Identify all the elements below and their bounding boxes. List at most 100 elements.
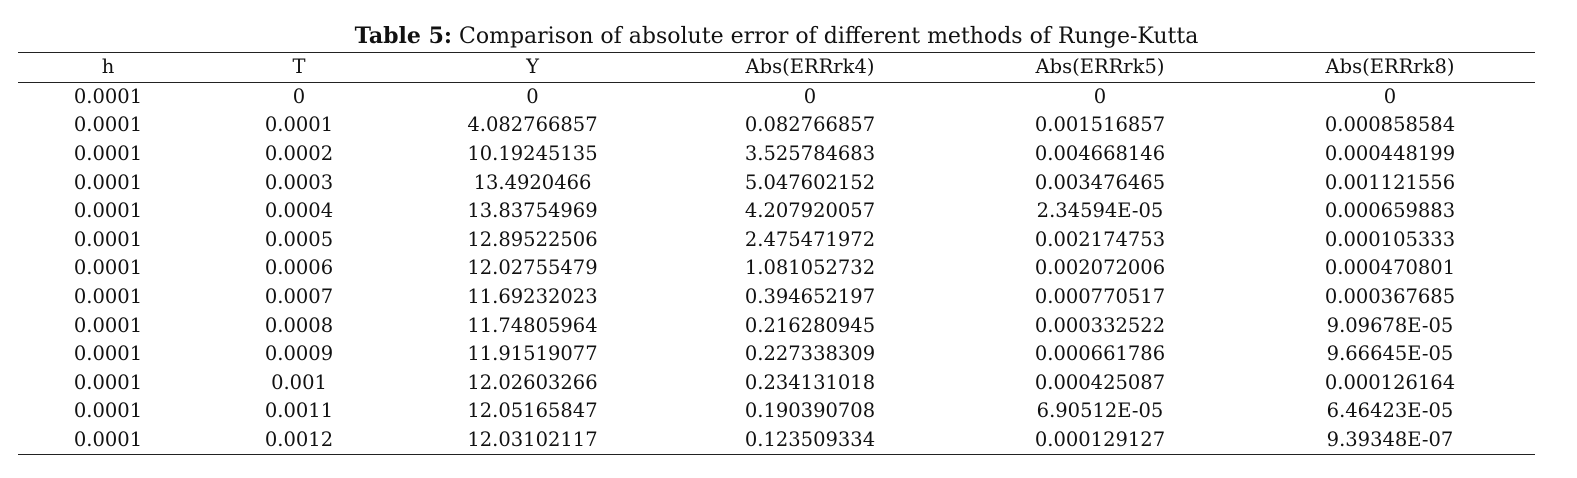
table-cell: 0.123509334 (744, 428, 876, 452)
table-cell: 0.0004 (264, 199, 334, 223)
table-cell: 0.001516857 (1034, 113, 1166, 137)
table-cell: 0.000770517 (1034, 285, 1166, 309)
table-cell: 0.0001 (73, 313, 143, 337)
table-cell: 0 (1093, 84, 1107, 108)
table-cell: 6.90512E-05 (1036, 399, 1164, 423)
table-cell: 0.000367685 (1324, 285, 1456, 309)
table-cell: 0.082766857 (744, 113, 876, 137)
table-row: 0.0001 0.0002 10.19245135 3.525784683 0.0046… (18, 140, 1535, 169)
table-cell: 2.34594E-05 (1036, 199, 1164, 223)
table-row: 0.0001 0.001 12.02603266 0.234131018 0.00042… (18, 369, 1535, 398)
table-caption: Table 5: Comparison of absolute error of… (18, 22, 1535, 51)
table-cell: 0.000858584 (1324, 113, 1456, 137)
table-cell: 12.02603266 (467, 370, 598, 394)
table-cell: 0 (803, 84, 817, 108)
table-row: 0.0001 0.0005 12.89522506 2.475471972 0.0021… (18, 226, 1535, 255)
table-cell: 0.001 (271, 370, 327, 394)
table-cell: 12.89522506 (467, 227, 598, 251)
table-cell: 0.000659883 (1324, 199, 1456, 223)
table-cell: 0.000425087 (1034, 370, 1166, 394)
table-cell: 0.000448199 (1324, 142, 1456, 166)
column-header: Abs(ERRrk4) (745, 55, 875, 79)
caption-text: Comparison of absolute error of differen… (459, 24, 1199, 49)
table-cell: 0.000661786 (1034, 342, 1166, 366)
table-cell: 0.0001 (73, 84, 143, 108)
table-cell: 0.0005 (264, 227, 334, 251)
table-cell: 6.46423E-05 (1326, 399, 1454, 423)
table-cell: 0.004668146 (1034, 142, 1166, 166)
table-cell: 12.02755479 (467, 256, 598, 280)
table-cell: 0.0002 (264, 142, 334, 166)
table-cell: 0.0001 (73, 142, 143, 166)
table-cell: 9.09678E-05 (1326, 313, 1454, 337)
table-cell: 12.05165847 (467, 399, 598, 423)
table-cell: 10.19245135 (467, 142, 598, 166)
table-cell: 0 (526, 84, 539, 108)
table-cell: 0.0008 (264, 313, 334, 337)
table-cell: 0.002174753 (1034, 227, 1166, 251)
table-cell: 0.0001 (73, 399, 143, 423)
column-header: Abs(ERRrk5) (1035, 55, 1165, 79)
table-row: 0.0001 0.0011 12.05165847 0.190390708 6.9051… (18, 397, 1535, 426)
table-cell: 11.91519077 (467, 342, 598, 366)
table-cell: 0.0001 (73, 342, 143, 366)
table-cell: 3.525784683 (744, 142, 876, 166)
table-row: 0.0001 0.0003 13.4920466 5.047602152 0.00347… (18, 168, 1535, 197)
table-row: 0.0001 0.0004 13.83754969 4.207920057 2.3459… (18, 197, 1535, 226)
table-cell: 0.0001 (264, 113, 334, 137)
table-cell: 0.000126164 (1324, 370, 1456, 394)
table-row: 0.0001 0 0 0 0 0 (18, 82, 1535, 111)
column-header: h (101, 55, 115, 79)
table-cell: 4.082766857 (467, 113, 598, 137)
table-cell: 0.000129127 (1034, 428, 1166, 452)
table-cell: 1.081052732 (744, 256, 876, 280)
table-row: 0.0001 0.0001 4.082766857 0.082766857 0.0015… (18, 111, 1535, 140)
table-cell: 11.69232023 (467, 285, 598, 309)
table-row: 0.0001 0.0009 11.91519077 0.227338309 0.0006… (18, 340, 1535, 369)
table-cell: 12.03102117 (467, 428, 598, 452)
table-cell: 5.047602152 (744, 170, 876, 194)
table-header: h T Y Abs(ERRrk4) Abs(ERRrk5) Abs(ERRrk8) (18, 52, 1535, 83)
table-cell: 0.190390708 (744, 399, 876, 423)
table-cell: 0.0012 (264, 428, 334, 452)
table-cell: 0.0001 (73, 256, 143, 280)
table-cell: 0.0001 (73, 428, 143, 452)
table-cell: 0 (292, 84, 306, 108)
table-cell: 0.0006 (264, 256, 334, 280)
table-cell: 0.0001 (73, 113, 143, 137)
table-cell: 0.234131018 (744, 370, 876, 394)
table-cell: 0.0007 (264, 285, 334, 309)
table-cell: 0.001121556 (1324, 170, 1456, 194)
column-header: Y (526, 55, 539, 79)
table-cell: 0.0001 (73, 285, 143, 309)
table-row: 0.0001 0.0012 12.03102117 0.123509334 0.0001… (18, 426, 1535, 455)
table-cell: 0.0003 (264, 170, 334, 194)
table-cell: 0.000105333 (1324, 227, 1456, 251)
column-header: T (292, 55, 306, 79)
table-cell: 0.0001 (73, 227, 143, 251)
table-cell: 0.000470801 (1324, 256, 1456, 280)
table-cell: 0.0001 (73, 199, 143, 223)
table-cell: 9.39348E-07 (1326, 428, 1454, 452)
table-cell: 11.74805964 (467, 313, 598, 337)
table-cell: 13.83754969 (467, 199, 598, 223)
table-cell: 0.394652197 (744, 285, 876, 309)
table-cell: 0 (1383, 84, 1397, 108)
table-cell: 0.227338309 (744, 342, 876, 366)
table-cell: 9.66645E-05 (1326, 342, 1454, 366)
header-row: h T Y Abs(ERRrk4) Abs(ERRrk5) Abs(ERRrk8) (18, 52, 1535, 83)
table-cell: 4.207920057 (744, 199, 876, 223)
table-cell: 0.216280945 (744, 313, 876, 337)
column-header: Abs(ERRrk8) (1325, 55, 1455, 79)
table-cell: 0.003476465 (1034, 170, 1166, 194)
table-row: 0.0001 0.0006 12.02755479 1.081052732 0.0020… (18, 254, 1535, 283)
table-row: 0.0001 0.0008 11.74805964 0.216280945 0.0003… (18, 311, 1535, 340)
table-cell: 0.0001 (73, 370, 143, 394)
table-cell: 0.0011 (264, 399, 334, 423)
table-cell: 0.002072006 (1034, 256, 1166, 280)
caption-label: Table 5: (354, 23, 453, 49)
table-cell: 0.0001 (73, 170, 143, 194)
table-cell: 2.475471972 (744, 227, 876, 251)
table-cell: 0.0009 (264, 342, 334, 366)
